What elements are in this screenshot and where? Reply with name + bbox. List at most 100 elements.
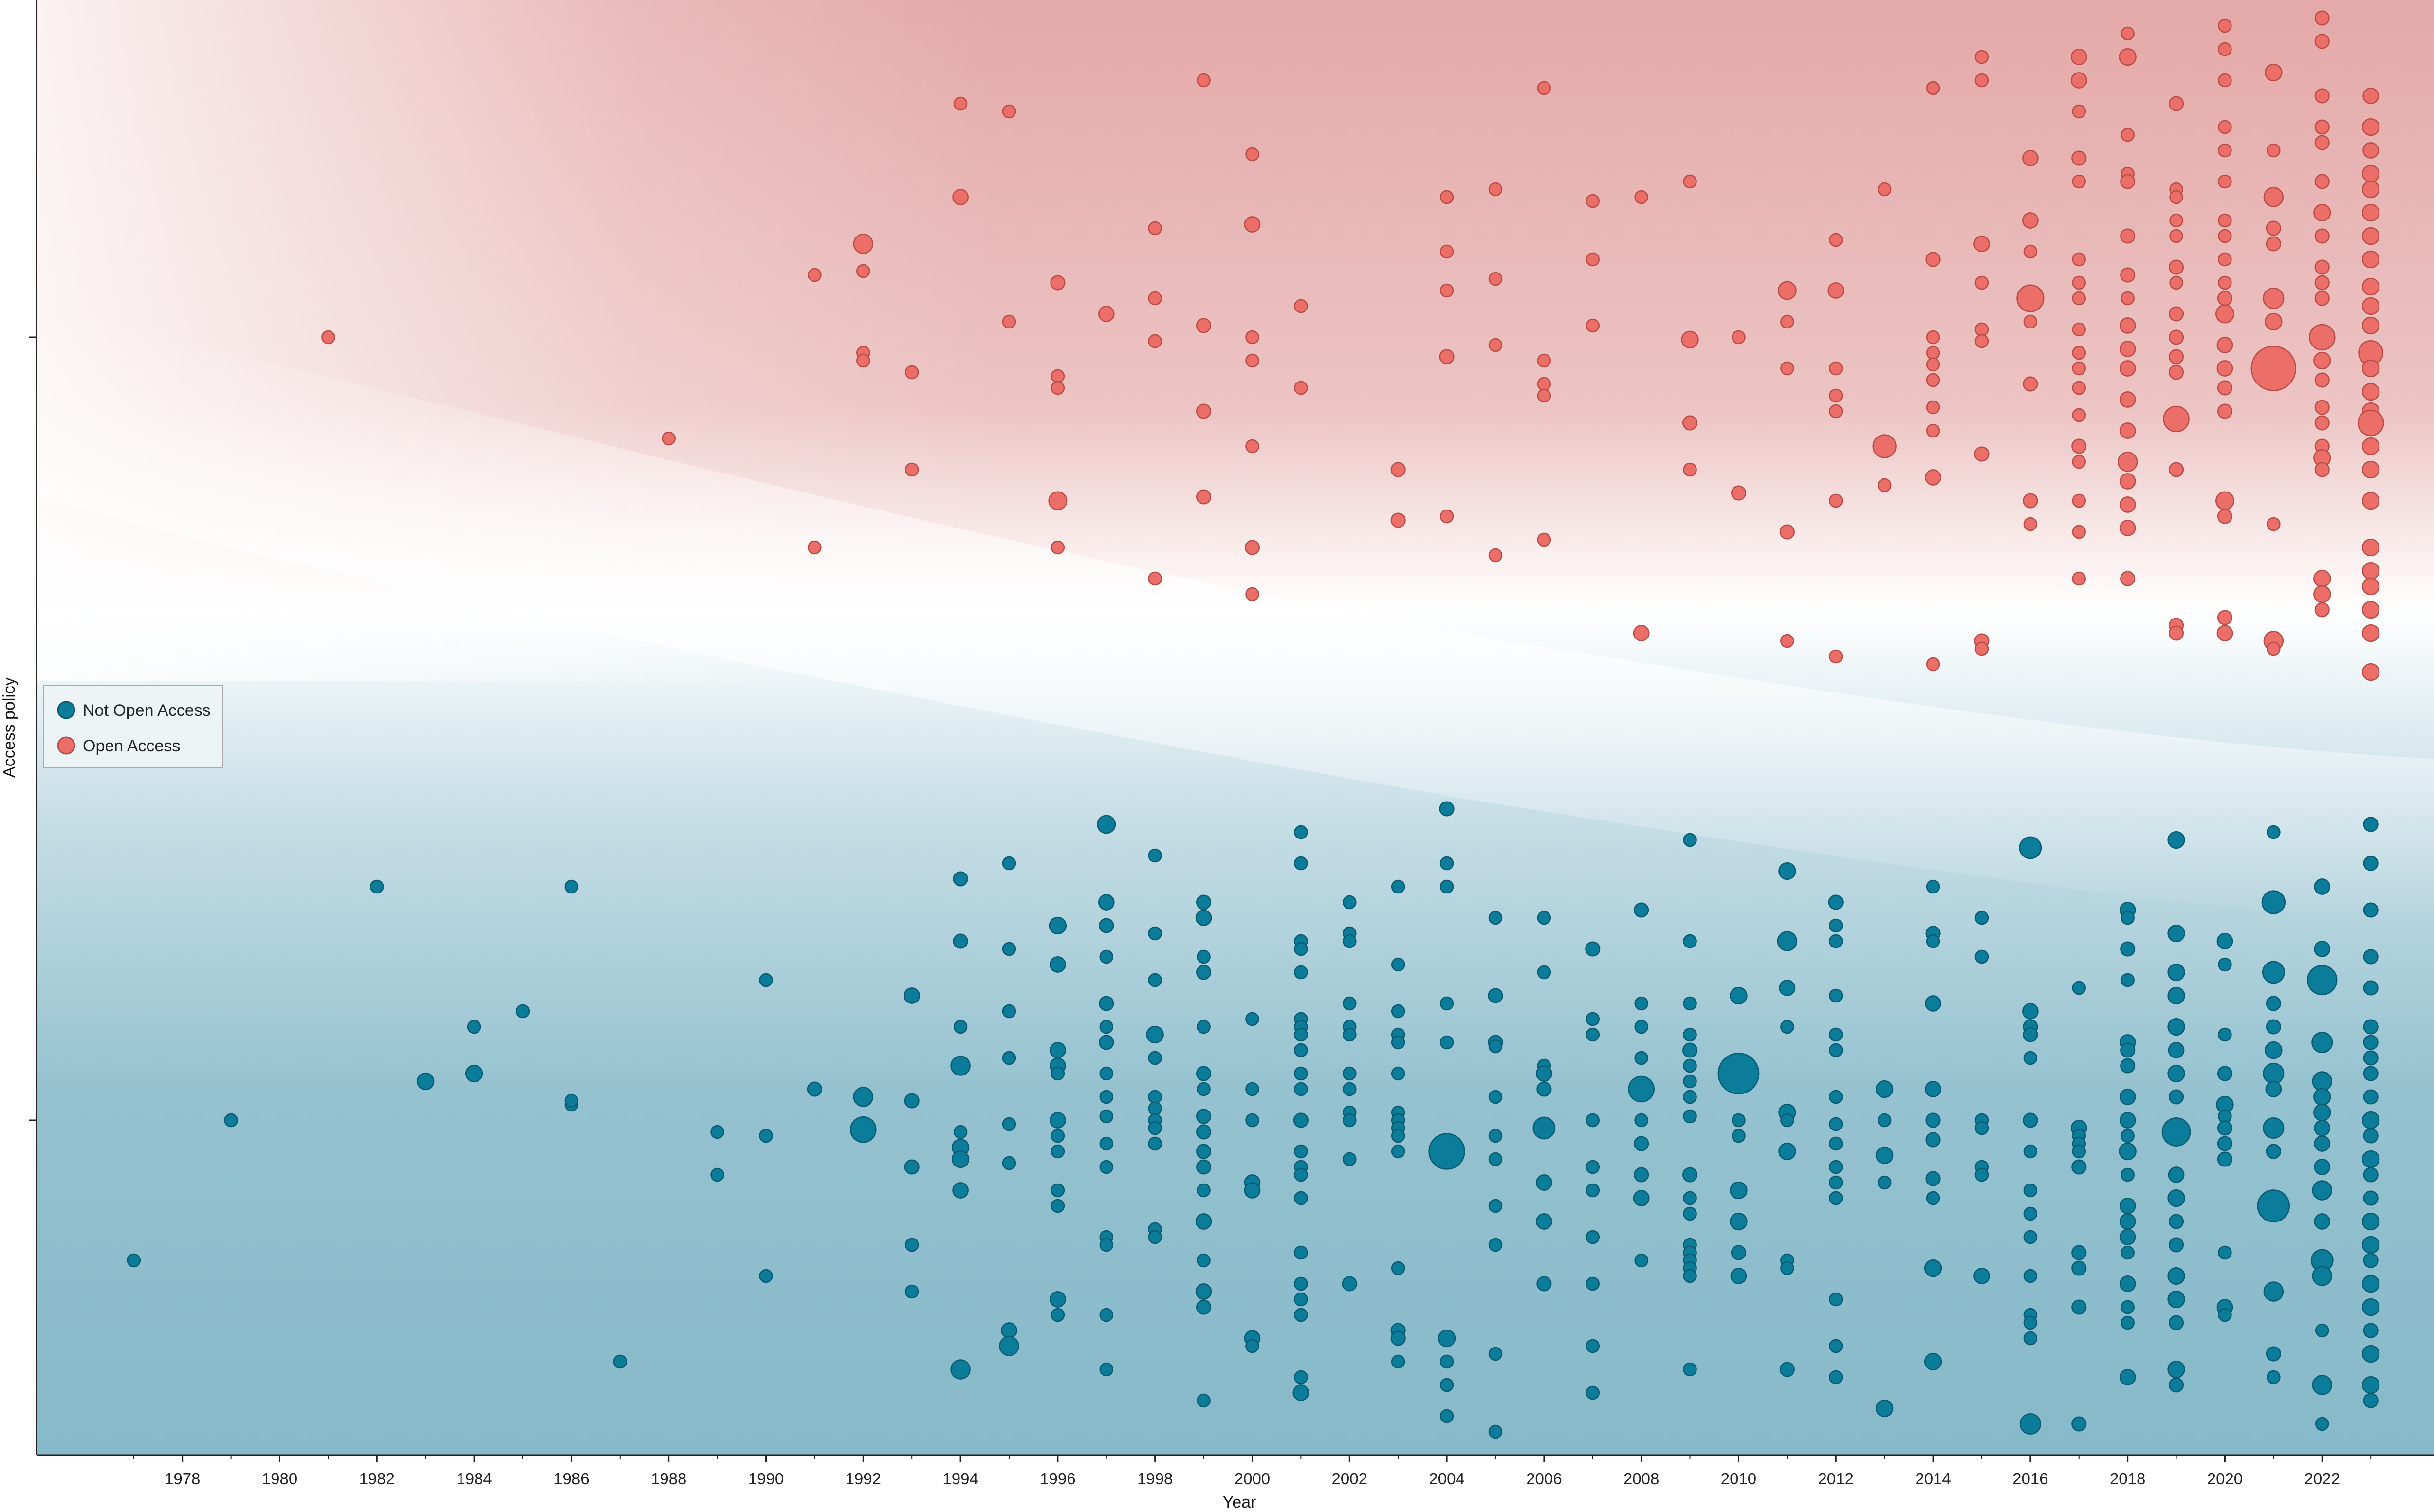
open-access-point (1196, 403, 1212, 419)
open-access-point (2362, 538, 2380, 557)
x-tick-label: 2006 (1526, 1470, 1562, 1488)
not-open-access-point (1488, 1152, 1503, 1166)
open-access-point (2120, 267, 2136, 283)
open-access-point (2119, 317, 2136, 334)
not-open-access-point (1245, 1082, 1259, 1096)
not-open-access-point (1439, 1378, 1454, 1392)
open-access-point (2314, 119, 2330, 135)
not-open-access-point (1099, 918, 1114, 933)
x-tick-label: 1980 (262, 1470, 297, 1488)
open-access-point (2022, 150, 2039, 166)
open-access-point (1731, 485, 1747, 501)
not-open-access-point (2312, 1180, 2333, 1201)
not-open-access-point (2363, 1167, 2379, 1183)
not-open-access-point (2167, 1360, 2185, 1379)
open-access-point (2217, 403, 2233, 419)
open-access-point (2169, 229, 2183, 243)
not-open-access-point (1099, 1308, 1114, 1322)
not-open-access-point (999, 1336, 1019, 1356)
not-open-access-point (2362, 1111, 2380, 1129)
open-access-point (2120, 571, 2136, 586)
open-access-point (2022, 212, 2039, 229)
open-access-point (2362, 437, 2380, 455)
open-access-point (2362, 316, 2380, 335)
open-access-point (2016, 284, 2045, 312)
not-open-access-point (1683, 833, 1697, 847)
not-open-access-point (853, 1087, 874, 1107)
open-access-point (2072, 571, 2086, 586)
legend-marker-not-open-access (57, 701, 75, 719)
not-open-access-point (951, 1150, 970, 1168)
not-open-access-point (1002, 942, 1016, 956)
not-open-access-point (1002, 1117, 1016, 1131)
not-open-access-point (2167, 986, 2185, 1005)
not-open-access-point (1683, 1206, 1697, 1221)
open-access-point (2169, 213, 2183, 228)
not-open-access-point (2071, 1245, 2087, 1260)
not-open-access-point (2119, 1142, 2137, 1161)
open-access-point (2119, 391, 2136, 408)
y-axis-title: Access policy (0, 677, 18, 778)
not-open-access-point (1099, 1109, 1114, 1124)
not-open-access-point (2169, 1089, 2184, 1105)
not-open-access-point (1829, 1370, 1843, 1384)
not-open-access-point (2257, 1189, 2290, 1222)
not-open-access-point (1683, 1027, 1697, 1042)
open-access-point (2314, 259, 2330, 275)
open-access-point (1051, 381, 1065, 395)
not-open-access-point (613, 1354, 627, 1369)
open-access-point (2071, 438, 2087, 454)
not-open-access-point (1488, 1129, 1503, 1143)
not-open-access-point (953, 1020, 968, 1034)
not-open-access-point (1390, 1330, 1406, 1346)
not-open-access-point (1537, 911, 1551, 925)
not-open-access-point (1294, 825, 1308, 839)
not-open-access-point (2363, 1066, 2379, 1081)
not-open-access-point (759, 973, 773, 987)
x-tick-label: 2004 (1429, 1470, 1464, 1488)
not-open-access-point (1196, 1124, 1212, 1140)
open-access-point (2314, 275, 2330, 291)
not-open-access-point (417, 1072, 435, 1091)
not-open-access-point (1294, 1082, 1308, 1096)
not-open-access-point (1877, 1113, 1892, 1128)
open-access-point (1682, 415, 1698, 431)
open-access-point (1926, 346, 1940, 360)
not-open-access-point (2167, 1290, 2185, 1309)
not-open-access-point (904, 1159, 920, 1175)
open-access-point (2218, 73, 2232, 88)
open-access-point (2121, 26, 2135, 41)
open-access-point (2215, 491, 2234, 510)
open-access-point (1777, 281, 1797, 300)
x-tick-label: 1998 (1137, 1470, 1173, 1488)
not-open-access-point (1196, 1066, 1212, 1081)
open-access-point (1051, 369, 1065, 383)
not-open-access-point (2119, 1112, 2136, 1129)
not-open-access-point (2121, 1300, 2135, 1314)
open-access-point (856, 264, 870, 278)
open-access-point (1681, 330, 1699, 348)
not-open-access-point (2168, 1042, 2185, 1058)
not-open-access-point (2363, 949, 2379, 965)
not-open-access-point (1391, 1004, 1405, 1019)
open-access-point (2314, 10, 2330, 26)
open-access-point (904, 462, 919, 477)
open-access-point (2362, 663, 2380, 681)
not-open-access-point (2363, 1089, 2379, 1105)
open-access-point (2314, 602, 2330, 618)
not-open-access-point (1586, 1230, 1600, 1244)
not-open-access-point (1197, 1020, 1211, 1034)
not-open-access-point (2071, 1159, 2087, 1175)
open-access-point (1780, 634, 1794, 648)
not-open-access-point (1779, 980, 1796, 996)
open-access-point (2314, 291, 2330, 306)
not-open-access-point (2217, 1136, 2233, 1151)
open-access-point (1926, 423, 1940, 438)
not-open-access-point (1051, 1129, 1065, 1143)
not-open-access-point (1391, 879, 1405, 894)
open-access-point (2169, 190, 2183, 204)
not-open-access-point (1586, 1113, 1600, 1128)
open-access-point (1537, 353, 1551, 368)
open-access-point (2218, 213, 2232, 228)
